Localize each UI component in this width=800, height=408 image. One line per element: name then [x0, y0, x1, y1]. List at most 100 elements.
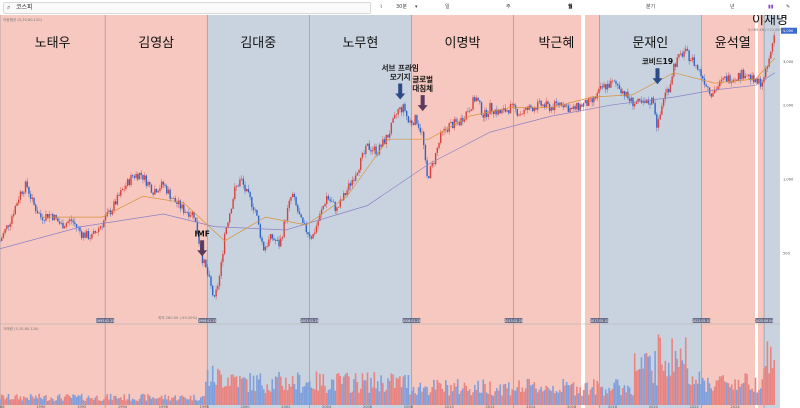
volume-bar [165, 399, 168, 405]
candle-body [23, 192, 25, 194]
tab-quarter[interactable]: 분기 [646, 4, 656, 10]
candle-body [31, 197, 34, 199]
candle-body [259, 224, 262, 238]
symbol-search-input[interactable]: ⌕ 코스피 [3, 2, 371, 14]
candle-body [742, 69, 745, 79]
candle-body [74, 222, 76, 225]
candle-body [307, 232, 309, 235]
candle-body [281, 237, 284, 239]
volume-bar [239, 375, 241, 405]
volume-bar [586, 382, 588, 405]
volume-bar [213, 382, 216, 405]
volume-bar [754, 377, 757, 405]
volume-bar [131, 398, 134, 405]
candle-body [501, 110, 503, 114]
volume-bar [201, 395, 204, 405]
volume-bar [688, 383, 690, 405]
volume-bar [348, 376, 350, 405]
volume-bar [302, 386, 304, 405]
tab-month[interactable]: 월 [568, 4, 573, 10]
candle-body [126, 179, 129, 186]
volume-bar [730, 384, 733, 405]
candle-body [734, 79, 736, 81]
volume-bar [315, 371, 318, 405]
candle-body [263, 241, 265, 251]
candle-body [599, 86, 602, 89]
volume-bar [87, 395, 90, 405]
candle-body [766, 66, 769, 69]
volume-bar [237, 387, 240, 405]
chart-type-icon[interactable]: ⌇ [380, 4, 383, 10]
volume-bar [596, 380, 599, 405]
candle-body [581, 104, 583, 107]
volume-bar [353, 379, 355, 405]
volume-bar [548, 389, 551, 405]
candle-body [315, 225, 318, 233]
candle-body [679, 53, 682, 55]
volume-bar [504, 383, 507, 405]
volume-bar [65, 394, 68, 405]
candle-body [463, 119, 466, 122]
candle-body [586, 99, 588, 106]
volume-bar [205, 381, 207, 405]
volume-bar [761, 379, 764, 405]
volume-bar [496, 388, 498, 405]
event-arrow-head [417, 105, 428, 112]
candle-body [82, 232, 85, 238]
volume-bar [74, 394, 76, 405]
x-tick-label: 1994 [118, 405, 128, 408]
candle-body [405, 110, 408, 117]
tab-year[interactable]: 년 [730, 4, 735, 10]
volume-bar [501, 395, 503, 405]
volume-bar [749, 389, 752, 405]
candle-body [402, 104, 404, 113]
volume-bar [128, 393, 131, 405]
candle-body [240, 178, 243, 180]
indicator-icon[interactable]: ▮▮ [768, 4, 774, 10]
volume-bar [698, 371, 701, 405]
volume-bar [208, 385, 211, 405]
candle-body [383, 139, 386, 145]
x-tick-label: 2012 [485, 405, 494, 408]
volume-bar [251, 390, 253, 405]
tab-week[interactable]: 주 [506, 4, 511, 10]
draw-icon[interactable]: ✎ [786, 4, 791, 10]
volume-bar [502, 384, 505, 405]
candle-body [695, 65, 697, 66]
volume-bar [109, 394, 112, 405]
candle-body [768, 58, 770, 67]
volume-bar [116, 398, 119, 405]
volume-bar [443, 391, 445, 405]
candle-body [758, 78, 760, 84]
candle-body [516, 108, 518, 116]
tab-day[interactable]: 일 [445, 4, 450, 10]
volume-bar [528, 378, 530, 405]
candle-body [513, 103, 515, 106]
volume-bar [584, 383, 587, 405]
candle-body [36, 210, 39, 214]
candle-body [637, 98, 639, 103]
interval-selector[interactable]: 30분 [396, 4, 407, 10]
volume-bar [188, 399, 190, 405]
volume-bar [291, 376, 294, 405]
volume-bar [108, 399, 110, 405]
volume-bar [0, 394, 3, 405]
candle-body [608, 83, 610, 88]
candle-body [698, 69, 701, 71]
event-arrow-head [197, 250, 208, 257]
candle-body [674, 63, 677, 67]
volume-bar [359, 388, 362, 405]
candle-body [562, 105, 564, 108]
volume-bar [603, 395, 605, 405]
volume-bar [671, 338, 673, 405]
volume-bar [507, 382, 510, 405]
volume-bar [125, 400, 127, 405]
volume-bar [171, 397, 173, 405]
candle-body [394, 114, 396, 119]
volume-bar [686, 368, 689, 405]
candle-body [542, 104, 544, 106]
volume-bar [472, 392, 474, 405]
candle-body [351, 179, 353, 186]
era-label: 노태우 [35, 35, 71, 50]
volume-bar [727, 383, 730, 405]
